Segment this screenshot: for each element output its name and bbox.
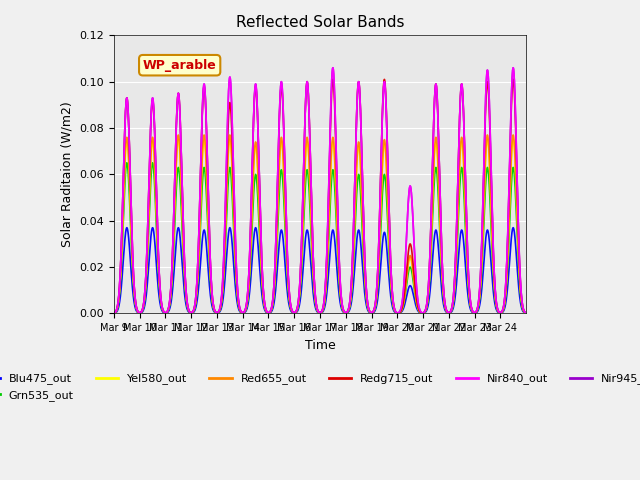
Y-axis label: Solar Raditaion (W/m2): Solar Raditaion (W/m2) (61, 102, 74, 247)
Title: Reflected Solar Bands: Reflected Solar Bands (236, 15, 404, 30)
Text: WP_arable: WP_arable (143, 59, 216, 72)
Legend: Blu475_out, Grn535_out, Yel580_out, Red655_out, Redg715_out, Nir840_out, Nir945_: Blu475_out, Grn535_out, Yel580_out, Red6… (0, 369, 640, 405)
X-axis label: Time: Time (305, 339, 335, 352)
